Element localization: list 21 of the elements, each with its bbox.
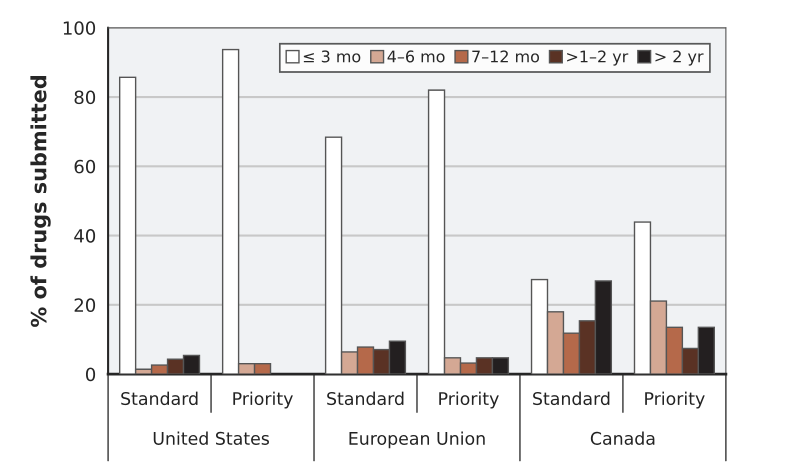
text: United States: [154, 432, 269, 445]
y-tick-label: 60: [74, 160, 96, 174]
legend-label: 4–6 mo: [388, 50, 445, 63]
x-tick-label: Standard: [533, 392, 610, 406]
x-tick-label: Standard: [327, 392, 404, 406]
text: European Union: [350, 432, 485, 448]
y-tick-label: 20: [74, 298, 96, 312]
y-tick-label: 80: [74, 90, 96, 104]
y-axis-title: % of drugs submitted: [30, 76, 51, 327]
legend-label: > 2 yr: [655, 50, 704, 66]
y-tick-label: 40: [74, 229, 96, 243]
legend-label: ≤ 3 mo: [304, 50, 360, 63]
x-tick-label: Priority: [439, 392, 499, 408]
y-tick-label: 0: [86, 368, 96, 382]
x-tick-label: Standard: [121, 392, 198, 406]
x-tick-label: Priority: [645, 392, 705, 408]
legend-label: 7–12 mo: [472, 50, 540, 63]
legend-label: >1–2 yr: [567, 50, 628, 66]
y-tick-label: 100: [64, 21, 96, 35]
x-tick-label: Priority: [233, 392, 293, 408]
text: Canada: [590, 432, 654, 445]
